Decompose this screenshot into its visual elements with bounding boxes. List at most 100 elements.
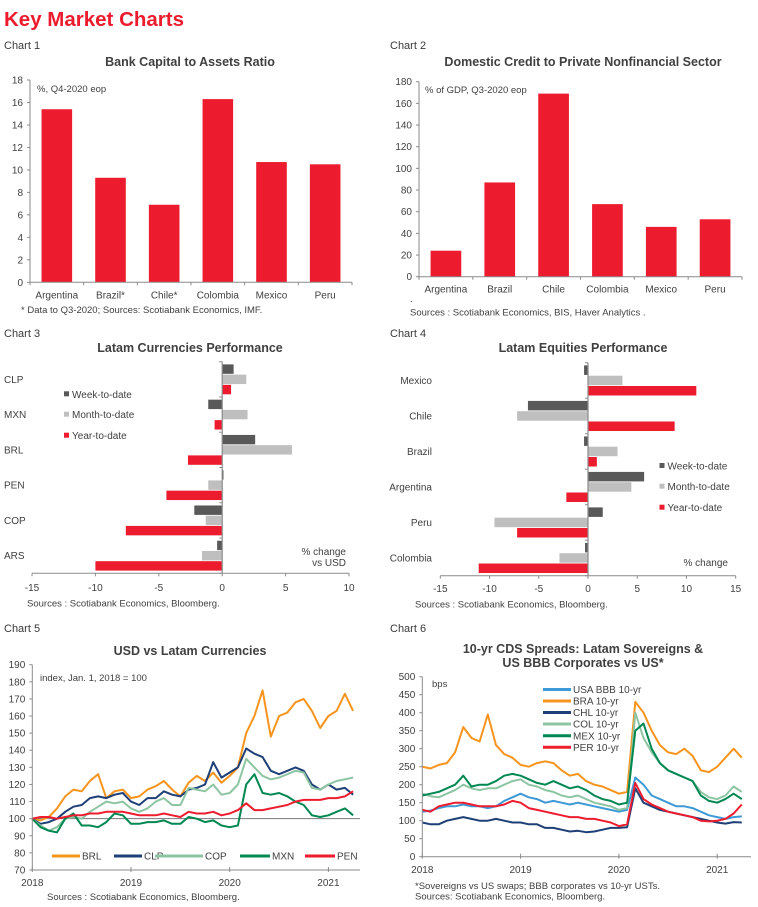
x-tick-label: 2020 xyxy=(219,878,242,889)
x-tick-label: 15 xyxy=(730,584,742,595)
x-tick-label: 2020 xyxy=(608,865,631,876)
legend-item-cop: COP xyxy=(155,852,227,863)
bar-pen-week-to-date xyxy=(222,470,224,480)
legend-item-bra-10-yr: BRA 10-yr xyxy=(543,697,619,708)
y-tick-label: 80 xyxy=(14,848,26,859)
chart-6-cds-spreads: Chart 6 10-yr CDS Spreads: Latam Sovereig… xyxy=(390,623,751,903)
y-tick-label: 140 xyxy=(395,121,412,132)
y-tick-label: 140 xyxy=(9,746,26,757)
y-tick-label: 70 xyxy=(14,866,26,877)
legend-item-pen: PEN xyxy=(305,852,358,863)
category-label: PEN xyxy=(4,481,25,492)
bar-cop-year-to-date xyxy=(125,525,223,536)
bar-colombia-year-to-date xyxy=(478,563,588,573)
x-tick-label: -10 xyxy=(482,584,497,595)
bar-argentina xyxy=(430,250,462,277)
bar-peru-year-to-date xyxy=(517,527,588,538)
y-tick-label: 0 xyxy=(410,852,416,863)
y-tick-label: 170 xyxy=(9,694,26,705)
y-tick-label: 40 xyxy=(401,229,413,240)
legend-label: PEN xyxy=(337,852,358,863)
bar-brazil-month-to-date xyxy=(588,446,618,457)
y-tick-label: 160 xyxy=(9,712,26,723)
x-tick-label: 2018 xyxy=(411,865,434,876)
chart-number-label: Chart 6 xyxy=(390,623,426,635)
legend-label: COL 10-yr xyxy=(573,720,619,731)
legend-swatch xyxy=(659,504,665,510)
x-tick-label: -15 xyxy=(25,583,40,594)
line-cop xyxy=(31,757,354,832)
category-label: Colombia xyxy=(390,553,433,564)
legend-swatch xyxy=(64,432,69,438)
category-label: Peru xyxy=(705,285,726,296)
bar-clp-week-to-date xyxy=(222,364,234,374)
chart-unit-annotation: % of GDP, Q3-2020 eop xyxy=(425,85,527,96)
y-tick-label: 250 xyxy=(399,762,416,773)
chart-title: USD vs Latam Currencies xyxy=(114,644,267,658)
bar-ars-year-to-date xyxy=(95,561,223,571)
category-label: Brazil xyxy=(407,447,432,458)
category-label: Peru xyxy=(411,518,432,529)
chart-unit-annotation: bps xyxy=(432,679,448,690)
x-tick-label: -5 xyxy=(534,584,543,595)
y-tick-label: 14 xyxy=(12,120,24,131)
legend-item-col-10-yr: COL 10-yr xyxy=(543,720,619,731)
category-label: CLP xyxy=(4,375,24,386)
category-label: Chile xyxy=(409,411,432,422)
chart-source-note: Sources : Scotiabank Economics, Bloomber… xyxy=(47,892,240,903)
chart-number-label: Chart 2 xyxy=(390,40,426,52)
y-tick-label: 150 xyxy=(399,798,416,809)
x-tick-label: 5 xyxy=(634,584,640,595)
y-tick-label: 180 xyxy=(9,677,26,688)
bar-clp-year-to-date xyxy=(222,384,232,395)
y-tick-label: 450 xyxy=(399,690,416,701)
legend-swatch xyxy=(659,463,665,468)
chart-number-label: Chart 3 xyxy=(4,328,40,340)
line-per-10-yr xyxy=(422,781,743,828)
legend-label: MEX 10-yr xyxy=(573,731,621,742)
y-tick-label: 500 xyxy=(399,672,416,683)
category-label: Mexico xyxy=(400,376,432,387)
x-tick-label: 2018 xyxy=(21,878,44,889)
y-tick-label: 60 xyxy=(401,207,413,218)
chart-source-note: Sources : Scotiabank Economics, Bloomber… xyxy=(27,599,220,610)
legend-item-brl: BRL xyxy=(52,852,102,863)
x-tick-label: -5 xyxy=(154,583,163,594)
legend-item-chl-10-yr: CHL 10-yr xyxy=(543,708,619,719)
y-tick-label: 110 xyxy=(9,797,25,808)
category-label: BRL xyxy=(4,445,24,456)
category-label: COP xyxy=(4,516,26,527)
bar-chile-week-to-date xyxy=(527,400,588,411)
bar-colombia-week-to-date xyxy=(585,542,588,553)
legend-item-clp: CLP xyxy=(114,852,164,863)
legend-label: CLP xyxy=(144,852,164,863)
chart-source-note: Sources : Scotiabank Economics, BIS, Hav… xyxy=(410,308,646,319)
bar-colombia-month-to-date xyxy=(559,553,588,563)
chart-5-usd-vs-latam-currencies: Chart 5 USD vs Latam Currencies 70 80 90 100 1… xyxy=(4,623,360,903)
chart-3-latam-currencies-performance: Chart 3 Latam Currencies Performance -15 -1… xyxy=(4,328,355,610)
bar-chile xyxy=(148,204,180,283)
bar-cop-week-to-date xyxy=(194,505,223,515)
category-label: Argentina xyxy=(389,482,432,493)
chart-source-note: Sources: Scotiabank Economics, Bloomberg… xyxy=(415,892,605,903)
category-label: ARS xyxy=(4,551,25,562)
y-tick-label: 190 xyxy=(9,660,26,671)
category-label: Chile* xyxy=(151,291,178,302)
bar-argentina-year-to-date xyxy=(566,492,588,502)
legend-label: BRL xyxy=(82,852,102,863)
legend-label: MXN xyxy=(272,852,294,863)
page-title: Key Market Charts xyxy=(4,8,184,31)
bar-colombia xyxy=(592,204,623,277)
bar-argentina-week-to-date xyxy=(588,471,645,482)
chart-title: 10-yr CDS Spreads: Latam Sovereigns & xyxy=(463,642,703,656)
category-label: Chile xyxy=(542,285,565,296)
bar-colombia xyxy=(202,99,234,283)
legend-label: USA BBB 10-yr xyxy=(573,685,642,696)
bar-brazil-week-to-date xyxy=(584,436,588,446)
bar-mxn-month-to-date xyxy=(222,409,248,420)
bar-peru-month-to-date xyxy=(494,517,588,528)
category-label: Argentina xyxy=(425,285,468,296)
y-tick-label: 200 xyxy=(399,780,416,791)
category-label: MXN xyxy=(4,410,26,421)
